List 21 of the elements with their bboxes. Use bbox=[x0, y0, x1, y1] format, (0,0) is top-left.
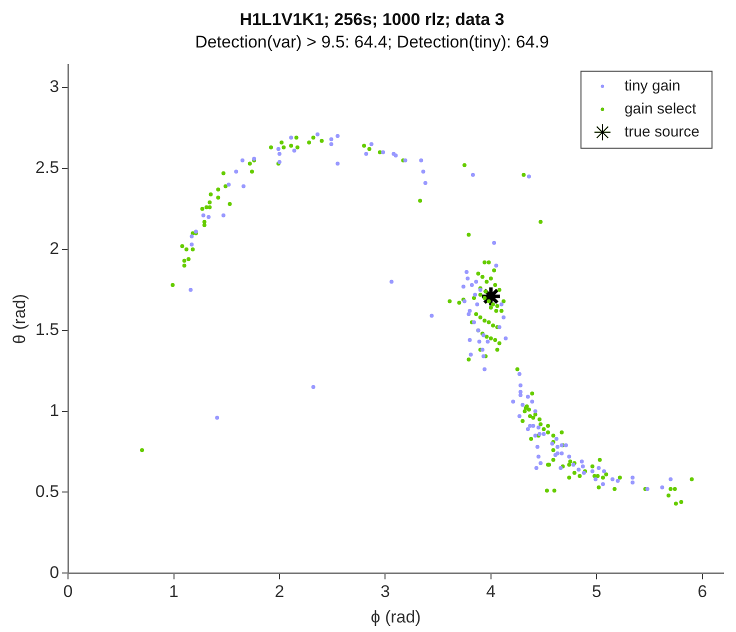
chart-title: H1L1V1K1; 256s; 1000 rlz; data 3 bbox=[240, 10, 504, 29]
y-tick-label: 2.5 bbox=[35, 158, 60, 178]
x-tick-label: 4 bbox=[486, 582, 496, 602]
legend-label: gain select bbox=[624, 100, 698, 118]
legend-label: true source bbox=[624, 123, 700, 140]
y-axis-title: θ (rad) bbox=[10, 294, 29, 344]
y-tick-label: 2 bbox=[50, 239, 60, 258]
x-tick-label: 1 bbox=[169, 582, 178, 602]
x-tick-label: 6 bbox=[698, 582, 708, 602]
y-tick-label: 0 bbox=[50, 562, 60, 582]
x-tick-label: 5 bbox=[592, 582, 602, 602]
y-tick-label: 3 bbox=[50, 77, 60, 96]
x-tick-label: 2 bbox=[274, 582, 284, 602]
y-tick-label: 1.5 bbox=[35, 320, 60, 340]
y-tick-label: 0.5 bbox=[35, 482, 60, 501]
legend-label: tiny gain bbox=[624, 77, 680, 94]
y-tick-label: 1 bbox=[50, 400, 60, 420]
x-tick-label: 3 bbox=[380, 582, 390, 602]
x-axis-title: ϕ (rad) bbox=[370, 607, 421, 626]
x-tick-label: 0 bbox=[63, 582, 73, 602]
chart-subtitle: Detection(var) > 9.5: 64.4; Detection(tiny): 64.9 bbox=[195, 32, 549, 52]
